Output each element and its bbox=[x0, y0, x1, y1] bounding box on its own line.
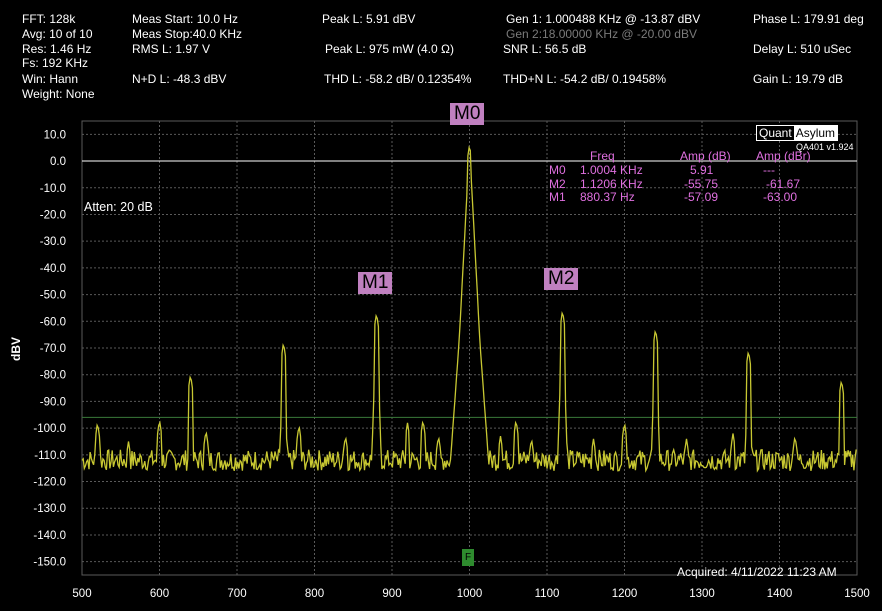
y-tick-label: -60.0 bbox=[40, 316, 66, 328]
delay-value: Delay L: 510 uSec bbox=[753, 42, 852, 56]
marker-m1-label[interactable]: M1 bbox=[358, 272, 393, 294]
spectrum-trace bbox=[81, 145, 857, 473]
y-tick-label: -100.0 bbox=[33, 423, 66, 435]
marker-row-freq: 1.1206 KHz bbox=[580, 177, 643, 191]
firmware-version: QA401 v1.924 bbox=[796, 142, 854, 152]
acquired-timestamp: Acquired: 4/11/2022 11:23 AM bbox=[677, 565, 837, 579]
y-axis-label: dBV bbox=[9, 337, 23, 361]
f-marker[interactable]: F bbox=[462, 549, 474, 566]
x-tick-label: 1300 bbox=[689, 588, 715, 600]
x-tick-label: 700 bbox=[227, 588, 246, 600]
marker-table-header-ampr: Amp (dBr) bbox=[756, 149, 811, 163]
plot-grid bbox=[81, 120, 858, 576]
marker-row-amp: -55.75 bbox=[684, 177, 719, 191]
y-tick-label: -50.0 bbox=[40, 290, 66, 302]
x-tick-label: 1000 bbox=[457, 588, 483, 600]
marker-m2-label[interactable]: M2 bbox=[544, 268, 579, 290]
resolution: Res: 1.46 Hz bbox=[22, 42, 92, 56]
y-tick-label: -20.0 bbox=[40, 209, 66, 221]
attenuation-label: Atten: 20 dB bbox=[84, 200, 153, 214]
phase-value: Phase L: 179.91 deg bbox=[753, 12, 864, 26]
x-tick-label: 1100 bbox=[535, 588, 560, 600]
marker-row-ampr: -63.00 bbox=[763, 190, 798, 204]
marker-row-amp: -57.09 bbox=[684, 190, 719, 204]
x-tick-label: 1400 bbox=[767, 588, 793, 600]
marker-row-name: M2 bbox=[549, 177, 566, 191]
y-tick-label: -110.0 bbox=[34, 450, 66, 462]
brand-logo: Quant Asylum bbox=[756, 125, 839, 141]
y-tick-label: -10.0 bbox=[40, 183, 66, 195]
y-tick-label: -150.0 bbox=[33, 557, 66, 569]
marker-row-amp: 5.91 bbox=[690, 163, 714, 177]
marker-table-header-amp: Amp (dB) bbox=[680, 149, 731, 163]
peak-power: Peak L: 975 mW (4.0 Ω) bbox=[325, 42, 455, 56]
marker-table-header-freq: Freq bbox=[590, 149, 615, 163]
fft-size: FFT: 128k bbox=[22, 12, 76, 26]
marker-row-ampr: -61.67 bbox=[766, 177, 801, 191]
meas-start: Meas Start: 10.0 Hz bbox=[132, 12, 239, 26]
marker-row-freq: 880.37 Hz bbox=[580, 190, 635, 204]
peak-level: Peak L: 5.91 dBV bbox=[322, 12, 416, 26]
x-tick-label: 500 bbox=[72, 588, 91, 600]
y-tick-label: -40.0 bbox=[40, 263, 66, 275]
y-tick-label: -30.0 bbox=[40, 236, 66, 248]
meas-stop: Meas Stop:40.0 KHz bbox=[132, 27, 243, 41]
thdn-value: THD+N L: -54.2 dB/ 0.19458% bbox=[503, 72, 667, 86]
y-tick-label: -70.0 bbox=[40, 343, 66, 355]
weighting: Weight: None bbox=[22, 87, 95, 101]
brand-asylum: Asylum bbox=[793, 126, 838, 140]
y-tick-label: 0.0 bbox=[50, 156, 66, 168]
gain-value: Gain L: 19.79 dB bbox=[753, 72, 844, 86]
marker-m0-label[interactable]: M0 bbox=[450, 103, 485, 125]
x-tick-label: 900 bbox=[382, 588, 401, 600]
y-tick-label: -140.0 bbox=[33, 530, 66, 542]
y-tick-label: 10.0 bbox=[44, 129, 66, 141]
rms-level: RMS L: 1.97 V bbox=[132, 42, 211, 56]
sample-rate: Fs: 192 KHz bbox=[22, 56, 89, 70]
generator-2: Gen 2:18.00000 KHz @ -20.00 dBV bbox=[506, 27, 697, 41]
x-tick-label: 1500 bbox=[844, 588, 870, 600]
y-tick-label: -80.0 bbox=[40, 370, 66, 382]
axis-ticks: 500 600 700 800 900 1000 1100 1200 1300 1400 1500 1… bbox=[33, 129, 869, 600]
generator-1: Gen 1: 1.000488 KHz @ -13.87 dBV bbox=[506, 12, 701, 26]
y-tick-label: -90.0 bbox=[40, 396, 66, 408]
y-tick-label: -130.0 bbox=[33, 503, 66, 515]
x-tick-label: 600 bbox=[150, 588, 169, 600]
snr-value: SNR L: 56.5 dB bbox=[503, 42, 587, 56]
x-tick-label: 800 bbox=[305, 588, 324, 600]
brand-quant: Quant bbox=[757, 126, 794, 140]
averages: Avg: 10 of 10 bbox=[22, 27, 93, 41]
marker-row-name: M1 bbox=[549, 190, 566, 204]
x-tick-label: 1200 bbox=[612, 588, 638, 600]
noise-distortion: N+D L: -48.3 dBV bbox=[132, 72, 227, 86]
window-type: Win: Hann bbox=[22, 72, 79, 86]
thd-value: THD L: -58.2 dB/ 0.12354% bbox=[324, 72, 472, 86]
marker-row-ampr: --- bbox=[763, 163, 775, 177]
marker-row-name: M0 bbox=[549, 163, 566, 177]
y-tick-label: -120.0 bbox=[33, 477, 66, 489]
marker-row-freq: 1.0004 KHz bbox=[580, 163, 643, 177]
